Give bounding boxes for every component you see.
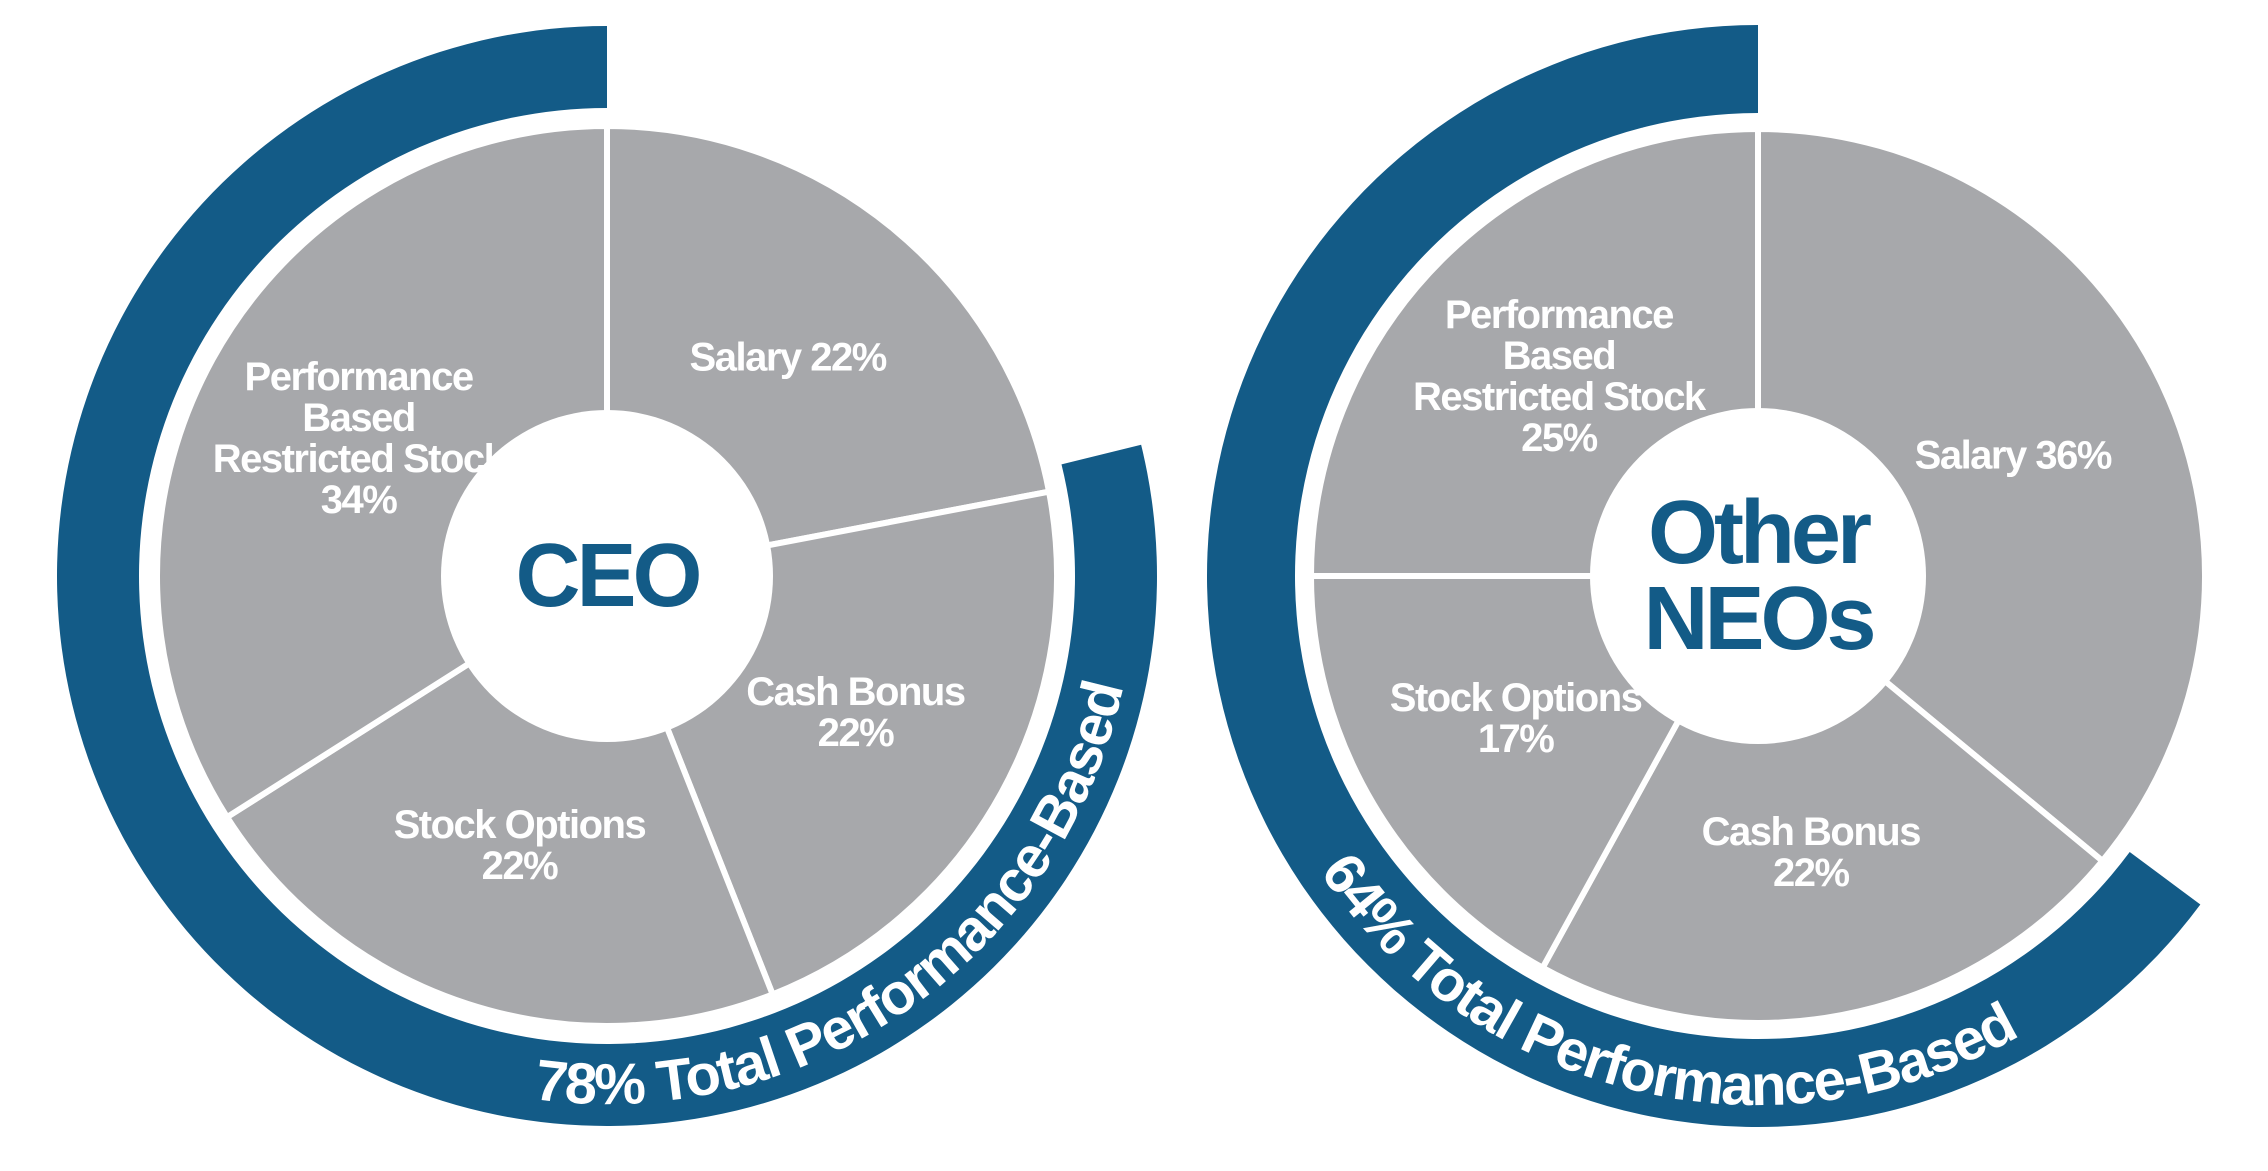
category-label: Salary [1914,433,2028,478]
slice-label: Salary 22% [638,337,938,378]
category-label: Cash Bonus [1701,809,1922,854]
slice-label: Performance Based Restricted Stock 25% [1409,292,1709,460]
slice-label: Stock Options 22% [369,802,669,888]
value-label: 22% [1772,850,1850,895]
slice-label: Cash Bonus 22% [705,669,1005,755]
category-label: Performance Based Restricted Stock [212,355,506,482]
value-label: 25% [1521,415,1598,460]
category-label: Stock Options [393,802,647,847]
slice-label: Cash Bonus 22% [1661,809,1961,895]
center-label: Other NEOs [1643,483,1876,669]
pie-slice [1755,125,2208,866]
slice-label: Performance Based Restricted Stock 34% [209,357,509,521]
slice-label: Stock Options 17% [1366,678,1666,760]
value-label: 22% [810,335,887,380]
center-hole [441,410,773,742]
value-label: 34% [320,478,398,523]
center-hole [1590,408,1926,744]
value-label: 22% [817,710,895,755]
pie-slice [1538,571,2107,1026]
category-label: Cash Bonus [746,669,966,714]
value-label: 17% [1477,717,1555,762]
slice-label: Salary 36% [1863,433,2163,478]
category-label: Salary [689,335,803,380]
value-label: 22% [481,843,559,888]
category-label: Stock Options [1389,676,1643,721]
center-label: CEO [515,526,702,626]
category-label: Performance Based Restricted Stock [1413,292,1706,419]
value-label: 36% [2035,433,2112,478]
